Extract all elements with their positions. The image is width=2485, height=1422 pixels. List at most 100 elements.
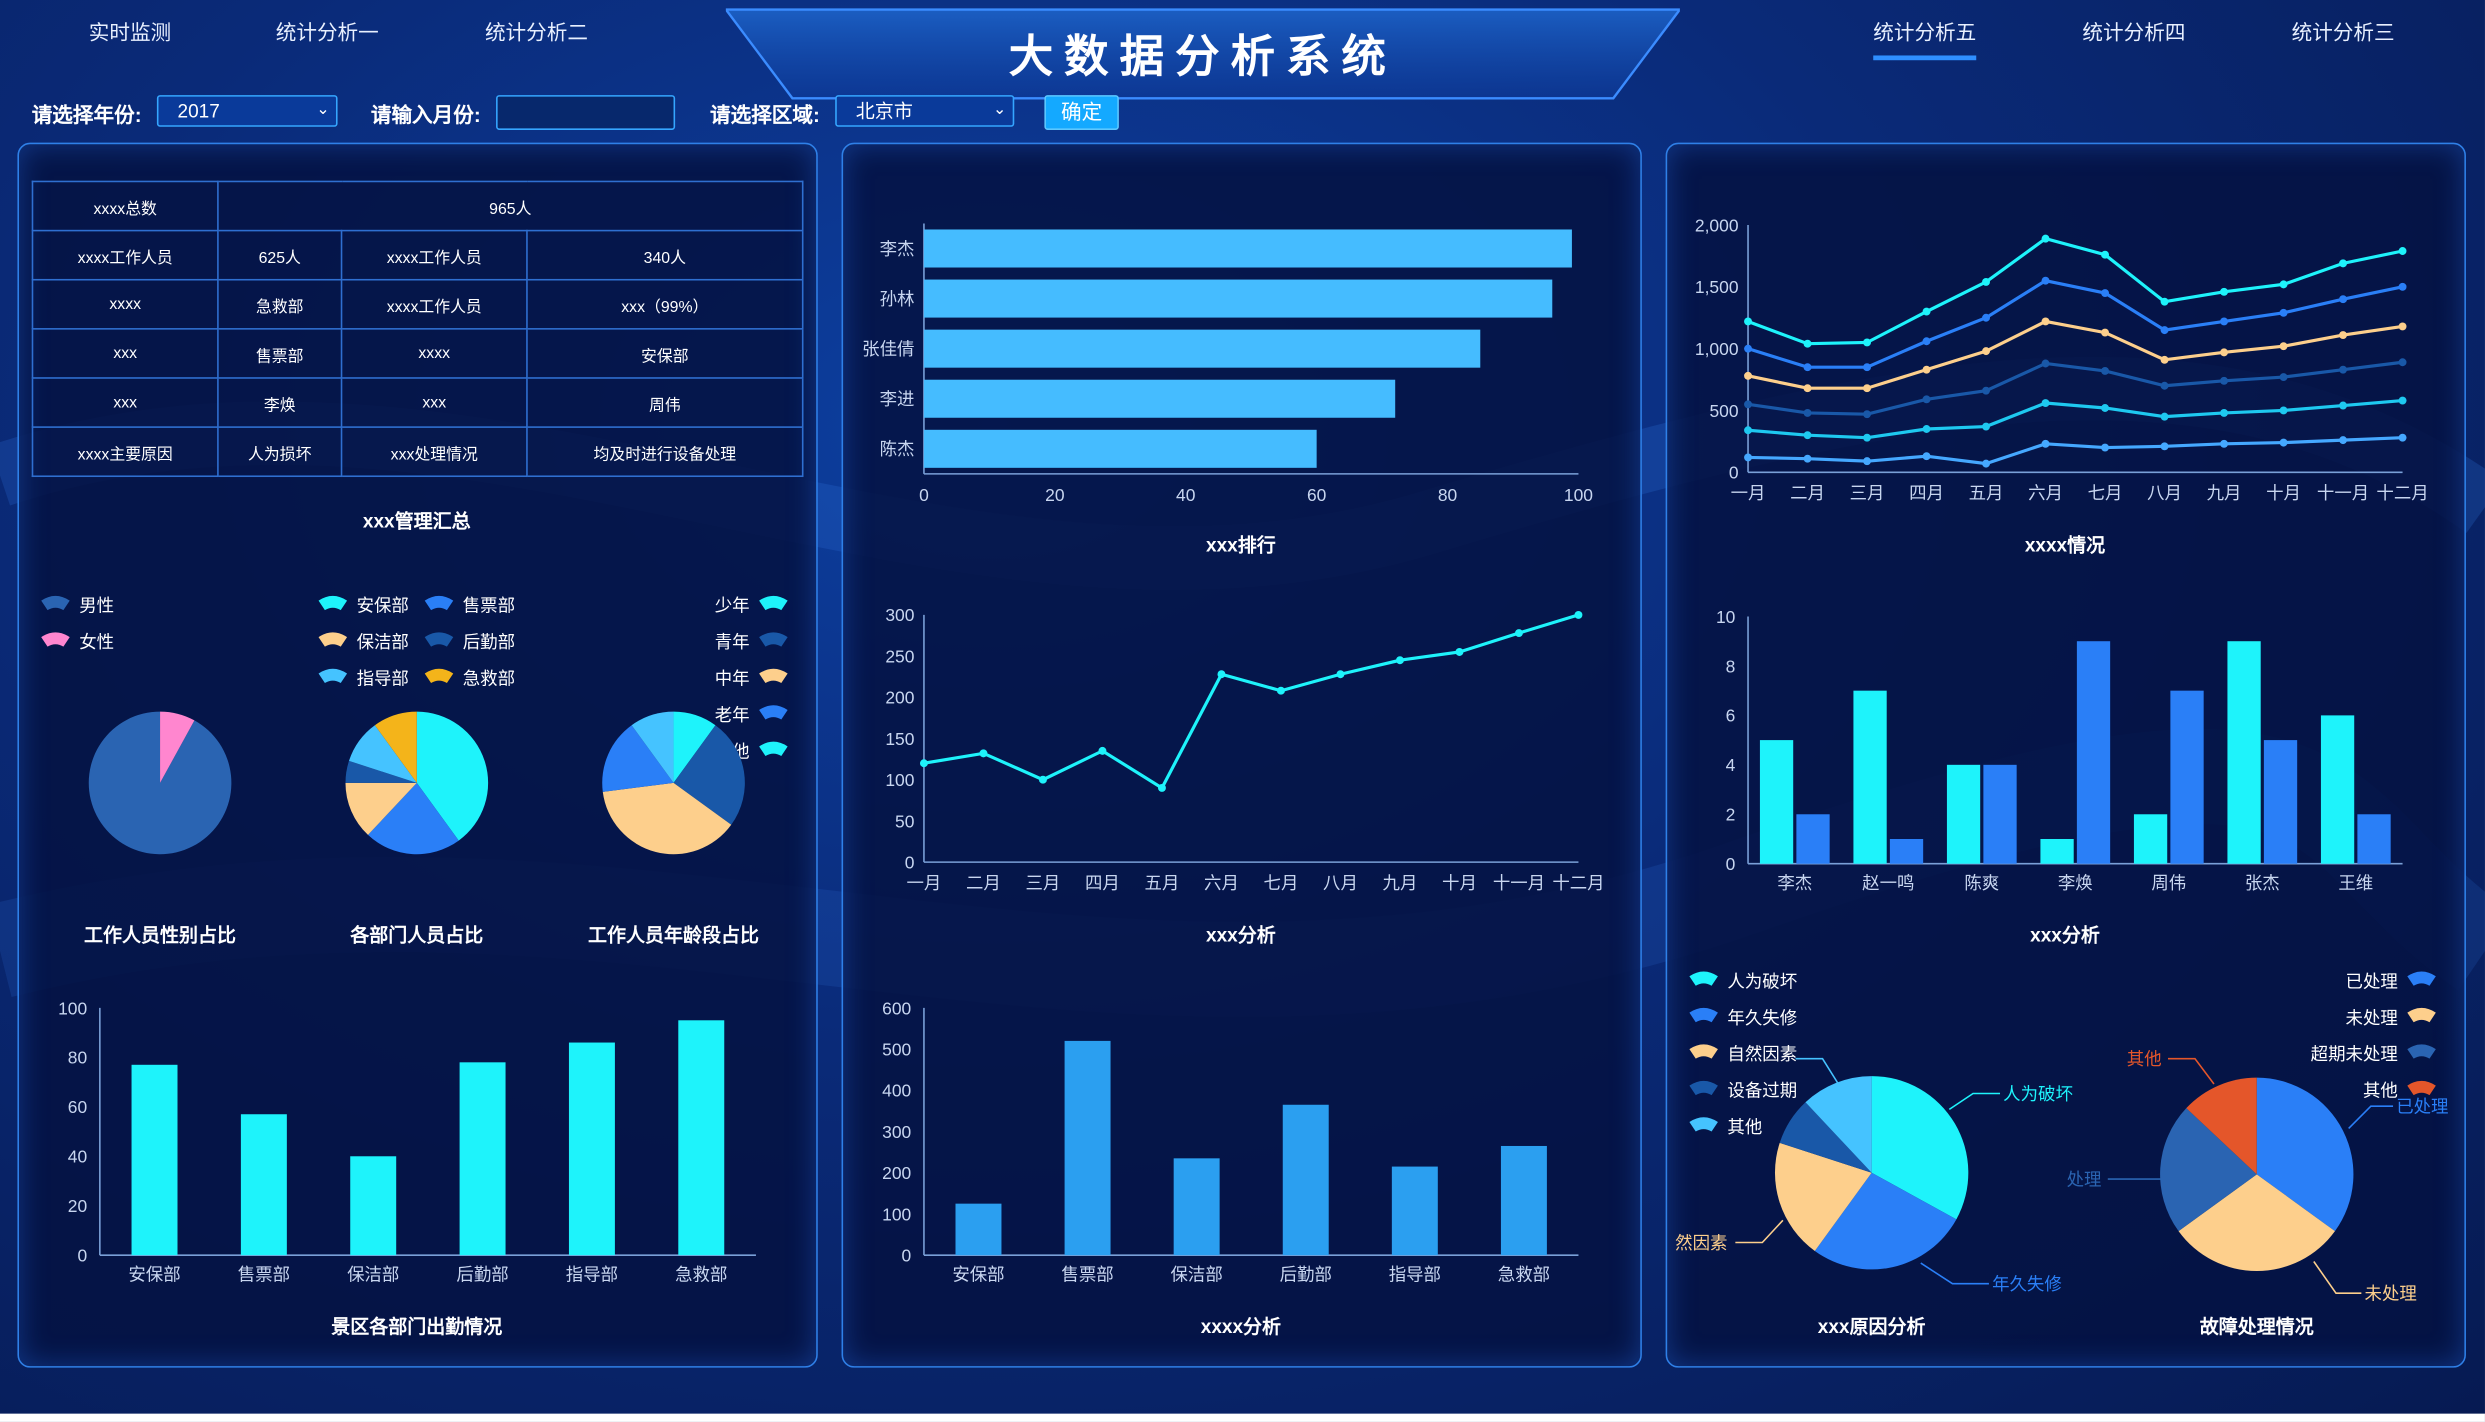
fault-slice-3 [2186,1077,2257,1175]
fault-chart-title: 故障处理情况 [2200,1315,2314,1338]
nav-tab-stats-3[interactable]: 统计分析三 [2291,20,2395,45]
month-input[interactable] [496,95,676,130]
situation-point-5-9 [2279,438,2288,447]
attendance-bar-0-3 [459,1062,506,1256]
person_analysis-bar-1-6 [2357,814,2391,864]
situation-point-1-5 [2041,276,2050,285]
table-cell: xxxx [31,278,219,330]
analysis_bar-bar-0-3 [1282,1104,1329,1256]
age-legend-label-1: 青年 [715,632,750,652]
analysis_bar-xtick-3: 后勤部 [1280,1265,1332,1285]
situation-point-5-1 [1803,454,1812,463]
situation-point-0-11 [2398,247,2407,255]
person_analysis-xtick-2: 陈爽 [1964,873,1999,893]
cause-slice-0 [1871,1076,1969,1220]
situation-point-3-7 [2160,381,2169,390]
person_analysis-ytick-0: 0 [1726,854,1736,874]
person_analysis-bar-0-3 [2040,838,2074,864]
fault-slice-2 [2160,1108,2257,1232]
situation-point-1-4 [1982,313,1991,322]
fault-legend-label-2: 超期未处理 [2311,1044,2398,1064]
analysis_line-ytick-1: 50 [895,811,915,831]
attendance-bar-0-0 [131,1064,178,1256]
person_analysis-bar-0-2 [1946,764,1981,864]
situation-ytick-2: 1,000 [1695,339,1739,359]
gender-legend-label-1: 女性 [79,632,114,652]
situation-point-3-10 [2339,365,2348,374]
nav-tab-stats-2[interactable]: 统计分析二 [484,20,588,45]
gender-chart-title: 工作人员性别占比 [84,923,236,946]
analysis_bar-bar-0-4 [1391,1166,1438,1256]
situation-xtick-0: 一月 [1731,483,1766,503]
situation-point-2-5 [2041,317,2050,326]
cause-label-0: 人为破坏 [2003,1084,2073,1104]
analysis_line-point-0-7 [1336,670,1345,679]
analysis_line-line-0 [923,613,1579,791]
table-row: xxx 李焕 xxx 周伟 [31,377,804,428]
situation-point-1-10 [2339,295,2348,304]
nav-tab-stats-5[interactable]: 统计分析五 [1873,16,1977,61]
ranking-bar-4 [923,429,1317,468]
nav-tab-stats-1[interactable]: 统计分析一 [275,20,379,45]
age-legend-3-icon [759,705,788,720]
table-cell: xxx处理情况 [340,426,528,478]
analysis_bar-ytick-4: 400 [882,1081,911,1101]
gender-slice-1 [160,711,195,783]
situation-point-5-3 [1922,452,1931,461]
year-select[interactable]: 2017 ⌄ [156,95,338,127]
situation-line-0 [1747,236,2403,346]
nav-tab-stats-4[interactable]: 统计分析四 [2082,20,2186,45]
situation-point-2-2 [1863,384,1872,393]
situation-line-4 [1747,398,2403,440]
fault-slice-0 [2256,1077,2354,1232]
table-cell: xxx [340,377,528,428]
fault-legend-1-icon [2407,1007,2436,1023]
analysis_line-ytick-3: 150 [885,729,914,749]
situation-point-1-8 [2220,317,2229,326]
fault-legend-label-1: 未处理 [2346,1008,2398,1028]
person_analysis-ytick-2: 4 [1726,755,1736,775]
situation-point-1-3 [1922,337,1931,346]
situation-point-5-8 [2220,439,2229,448]
situation-point-3-3 [1922,395,1931,404]
region-select[interactable]: 北京市 ⌄ [835,95,1015,127]
situation-point-3-8 [2220,376,2229,385]
situation-line-2 [1747,319,2403,390]
confirm-button[interactable]: 确定 [1044,95,1119,130]
dept-legend-2-icon [318,632,348,647]
age-legend-1-icon [759,632,788,647]
gender-legend-0-icon [41,595,70,611]
nav-tab-realtime[interactable]: 实时监测 [88,20,172,45]
analysis_line-point-0-6 [1276,686,1285,695]
ranking-bar-1 [923,279,1553,318]
ranking-ytick-3: 李进 [880,389,915,409]
cause-legend-0-icon [1689,971,1718,986]
person_analysis-xtick-5: 张杰 [2245,873,2280,893]
attendance-xtick-3: 后勤部 [456,1265,508,1285]
person_analysis-ytick-3: 6 [1726,706,1736,726]
situation-ytick-4: 2,000 [1695,215,1739,235]
age-slice-2 [602,782,732,855]
region-label: 请选择区域: [709,103,820,127]
situation-xtick-6: 七月 [2088,483,2123,503]
situation-point-5-10 [2339,436,2348,445]
situation-point-2-11 [2398,322,2407,331]
dept-legend-label-1: 售票部 [463,596,515,616]
table-cell: 急救部 [217,278,343,330]
person_analysis-ytick-1: 2 [1726,805,1736,825]
analysis_bar-ytick-2: 200 [882,1163,911,1183]
situation-ytick-0: 0 [1729,463,1739,483]
gender-legend-1-icon [41,632,70,647]
ranking-xtick-5: 100 [1564,485,1593,505]
analysis-bar-chart-title: xxxx分析 [1201,1315,1281,1338]
ranking-ytick-4: 陈杰 [880,439,915,459]
cause-label-1: 年久失修 [1992,1274,2062,1294]
cause-legend-3-icon [1689,1080,1718,1096]
chevron-down-icon: ⌄ [993,101,1007,119]
analysis_line-point-0-11 [1574,610,1583,619]
person_analysis-bar-1-3 [2076,641,2111,864]
fault-legend-label-3: 其他 [2363,1081,2398,1101]
attendance-xtick-2: 保洁部 [347,1265,399,1285]
age-legend-2-icon [759,668,788,684]
